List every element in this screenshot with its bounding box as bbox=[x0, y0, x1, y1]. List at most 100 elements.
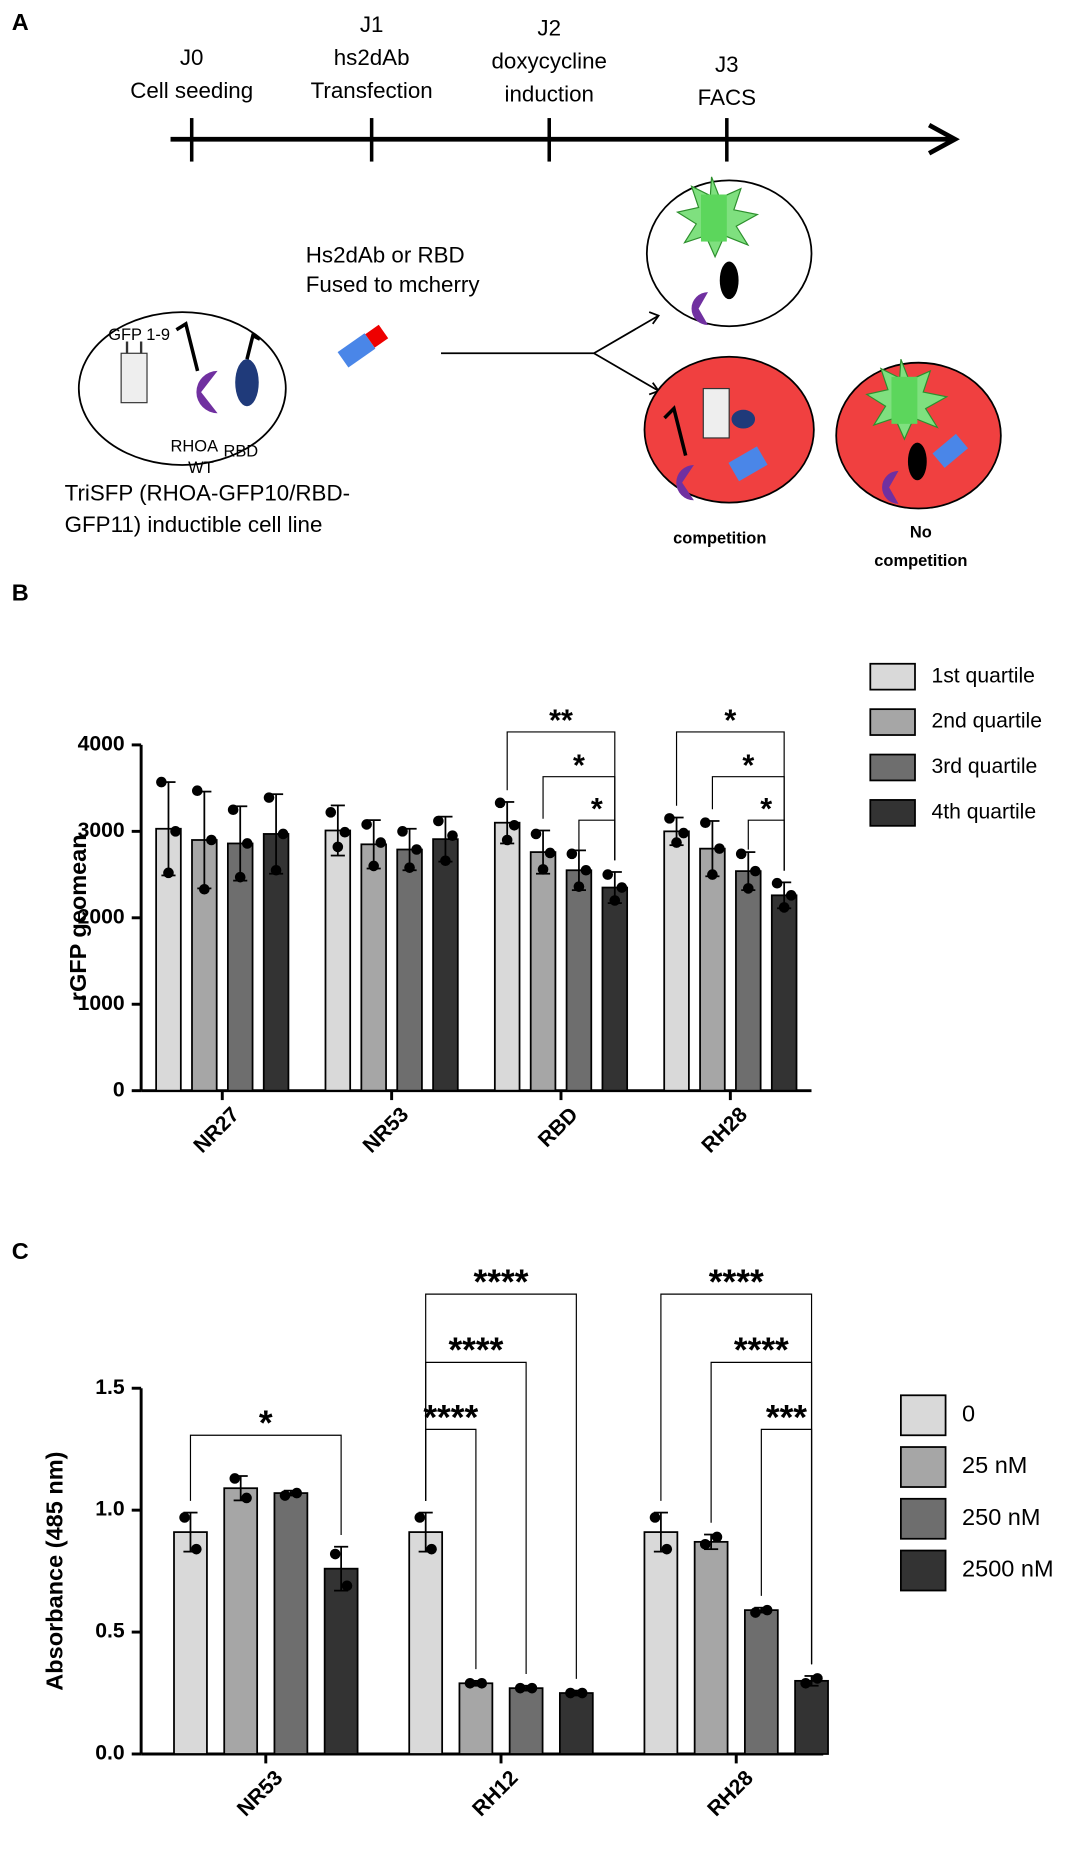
panel-label: C bbox=[12, 1238, 29, 1264]
significance-bracket bbox=[760, 1428, 813, 1665]
rbd bbox=[719, 261, 739, 300]
cell-label: GFP 1-9 bbox=[108, 326, 170, 344]
data-point bbox=[700, 817, 711, 829]
data-point bbox=[229, 1473, 241, 1484]
legend-label: 4th quartile bbox=[931, 800, 1036, 823]
outcome-label: No bbox=[910, 524, 932, 542]
significance-label: **** bbox=[423, 1398, 478, 1437]
data-point bbox=[279, 1490, 291, 1501]
data-point bbox=[785, 890, 797, 901]
data-point bbox=[800, 1677, 811, 1689]
data-point bbox=[671, 837, 682, 848]
y-tick-label: 1.5 bbox=[95, 1376, 125, 1399]
data-point bbox=[241, 838, 253, 849]
bar bbox=[324, 829, 352, 1092]
rhoa-linker bbox=[175, 321, 200, 372]
data-point bbox=[368, 860, 379, 872]
data-point bbox=[526, 1682, 538, 1694]
data-point bbox=[433, 815, 444, 827]
bar bbox=[558, 1692, 594, 1755]
timeline-step: Cell seeding bbox=[130, 78, 253, 103]
legend-swatch bbox=[869, 708, 916, 736]
bar bbox=[493, 821, 521, 1092]
cell-label: RHOA bbox=[171, 438, 219, 456]
y-tick-label: 2000 bbox=[78, 905, 125, 928]
data-point bbox=[664, 813, 675, 824]
rhoa bbox=[882, 470, 899, 504]
nanobody bbox=[337, 333, 376, 368]
timeline-day: J0 bbox=[180, 45, 204, 70]
y-tick-label: 1.0 bbox=[95, 1498, 124, 1521]
x-tick-label: NR53 bbox=[233, 1766, 288, 1821]
significance-label: **** bbox=[734, 1331, 789, 1370]
data-point bbox=[263, 792, 275, 803]
data-point bbox=[476, 1677, 488, 1689]
bar bbox=[743, 1609, 779, 1755]
bar bbox=[408, 1531, 444, 1755]
data-point bbox=[494, 797, 506, 809]
data-point bbox=[771, 877, 783, 889]
legend-swatch bbox=[900, 1549, 947, 1592]
caption: GFP11) inductible cell line bbox=[65, 512, 323, 537]
data-point bbox=[544, 847, 556, 859]
bar bbox=[601, 886, 629, 1092]
timeline-step: Transfection bbox=[311, 78, 433, 103]
mcherry bbox=[365, 324, 389, 348]
outcome-label: competition bbox=[874, 552, 967, 570]
timeline-day: J1 bbox=[360, 12, 384, 37]
significance-label: * bbox=[259, 1404, 273, 1443]
bar bbox=[663, 830, 690, 1092]
y-axis-label: Absorbance (485 nm) bbox=[42, 1452, 68, 1691]
bar bbox=[565, 869, 593, 1092]
significance-label: * bbox=[742, 748, 754, 782]
bar bbox=[529, 851, 557, 1092]
data-point bbox=[602, 869, 614, 880]
bar bbox=[508, 1687, 544, 1755]
timeline bbox=[170, 123, 960, 156]
data-point bbox=[447, 830, 458, 841]
significance-label: * bbox=[591, 792, 603, 826]
data-point bbox=[397, 826, 408, 837]
significance-bracket bbox=[747, 819, 785, 871]
outcome-label: competition bbox=[673, 529, 766, 547]
nanobody bbox=[932, 433, 969, 468]
legend-label: 1st quartile bbox=[931, 664, 1035, 687]
linker bbox=[663, 405, 688, 457]
legend-swatch bbox=[900, 1394, 947, 1437]
gfp-barrel bbox=[891, 376, 918, 424]
caption: TriSFP (RHOA-GFP10/RBD- bbox=[65, 480, 350, 505]
bar bbox=[323, 1567, 359, 1755]
data-point bbox=[241, 1492, 252, 1504]
data-point bbox=[576, 1687, 588, 1699]
bar bbox=[693, 1540, 729, 1755]
y-tick-label: 4000 bbox=[78, 733, 125, 756]
data-point bbox=[678, 827, 689, 839]
legend-label: 2500 nM bbox=[962, 1556, 1054, 1582]
data-point bbox=[179, 1512, 190, 1523]
data-point bbox=[661, 1543, 673, 1555]
data-point bbox=[508, 820, 520, 831]
y-tick-label: 0.0 bbox=[95, 1742, 124, 1765]
nanobody bbox=[728, 446, 768, 482]
data-point bbox=[609, 895, 621, 906]
gfp-tails bbox=[125, 341, 143, 354]
data-point bbox=[411, 844, 422, 855]
x-tick-label: NR53 bbox=[359, 1103, 414, 1158]
bar bbox=[735, 870, 762, 1092]
bar bbox=[643, 1531, 679, 1755]
data-point bbox=[565, 1687, 576, 1699]
bar bbox=[458, 1682, 494, 1755]
data-point bbox=[735, 848, 747, 860]
timeline-step: doxycycline bbox=[492, 49, 607, 74]
legend-swatch bbox=[869, 799, 916, 827]
data-point bbox=[234, 871, 246, 883]
cell-label: RBD bbox=[223, 442, 258, 460]
data-point bbox=[778, 902, 790, 913]
bar bbox=[173, 1531, 208, 1755]
bar bbox=[770, 894, 798, 1092]
data-point bbox=[750, 1607, 761, 1618]
data-point bbox=[812, 1673, 823, 1684]
reagent-label: Fused to mcherry bbox=[306, 272, 481, 297]
data-point bbox=[227, 804, 239, 816]
